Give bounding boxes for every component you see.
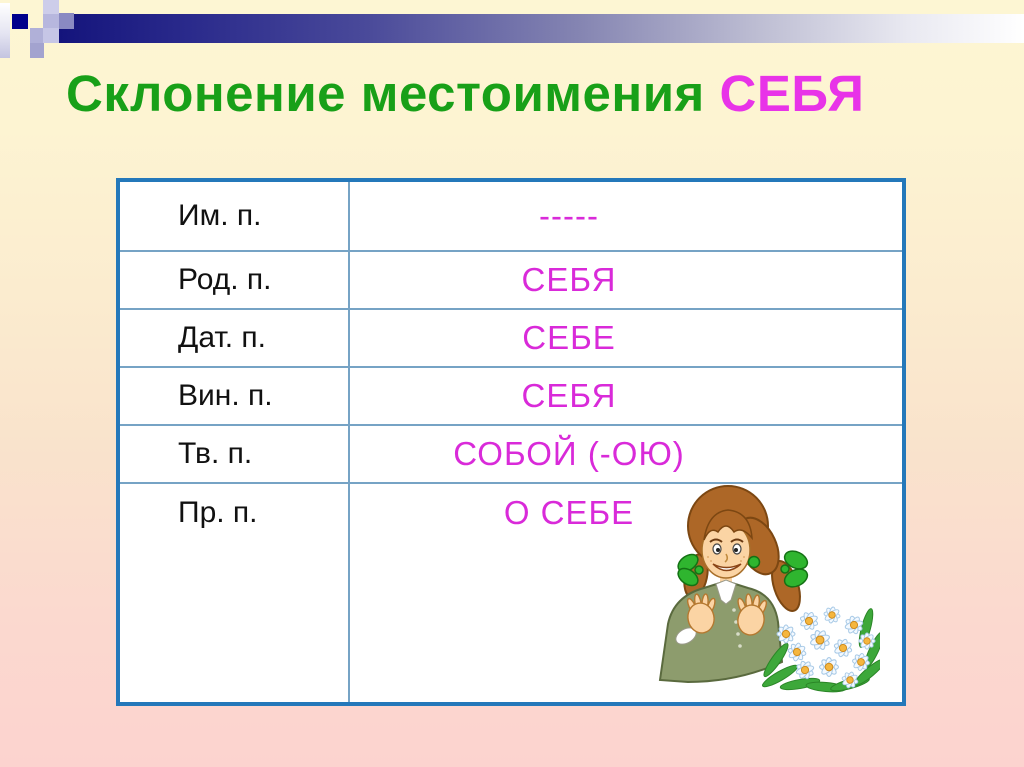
bow-right [747,550,809,588]
page-title: Склонение местоимения СЕБЯ [66,65,865,122]
decor-square [43,0,59,14]
decor-square [30,43,44,58]
decor-square [43,14,59,29]
title-highlight: СЕБЯ [719,65,865,122]
form-value: ----- [539,197,599,234]
declension-table: Им. п. ----- Род. п. СЕБЯ Дат. п. СЕБЕ В… [116,178,906,706]
title-text: Склонение местоимения [66,65,705,122]
column-divider [348,182,350,702]
table-row: Вин. п. СЕБЯ [120,368,902,426]
face [701,509,753,586]
case-label: Пр. п. [178,496,258,529]
header-gradient-bar [59,14,1024,43]
table-row: Пр. п. О СЕБЕ [120,484,902,702]
form-value: СЕБЯ [521,261,617,298]
form-value: СЕБЕ [522,319,616,356]
form-value: СОБОЙ (-ОЮ) [453,435,685,472]
decor-square [43,28,59,43]
table-row: Дат. п. СЕБЕ [120,310,902,368]
decor-square [30,28,44,43]
form-value: СЕБЯ [521,377,617,414]
case-label: Им. п. [178,199,262,232]
case-label: Дат. п. [178,321,267,354]
hands [686,593,768,636]
bow-left [677,553,704,587]
form-value: О СЕБЕ [503,494,635,531]
decor-square [59,13,74,29]
table-row: Тв. п. СОБОЙ (-ОЮ) [120,426,902,484]
case-label: Вин. п. [178,379,273,412]
decor-strip [0,3,10,58]
decor-square [12,14,28,29]
case-label: Род. п. [178,263,272,296]
case-label: Тв. п. [178,437,253,470]
table-row: Им. п. ----- [120,182,902,252]
table-row: Род. п. СЕБЯ [120,252,902,310]
body [658,579,784,684]
girl-illustration [658,485,880,695]
